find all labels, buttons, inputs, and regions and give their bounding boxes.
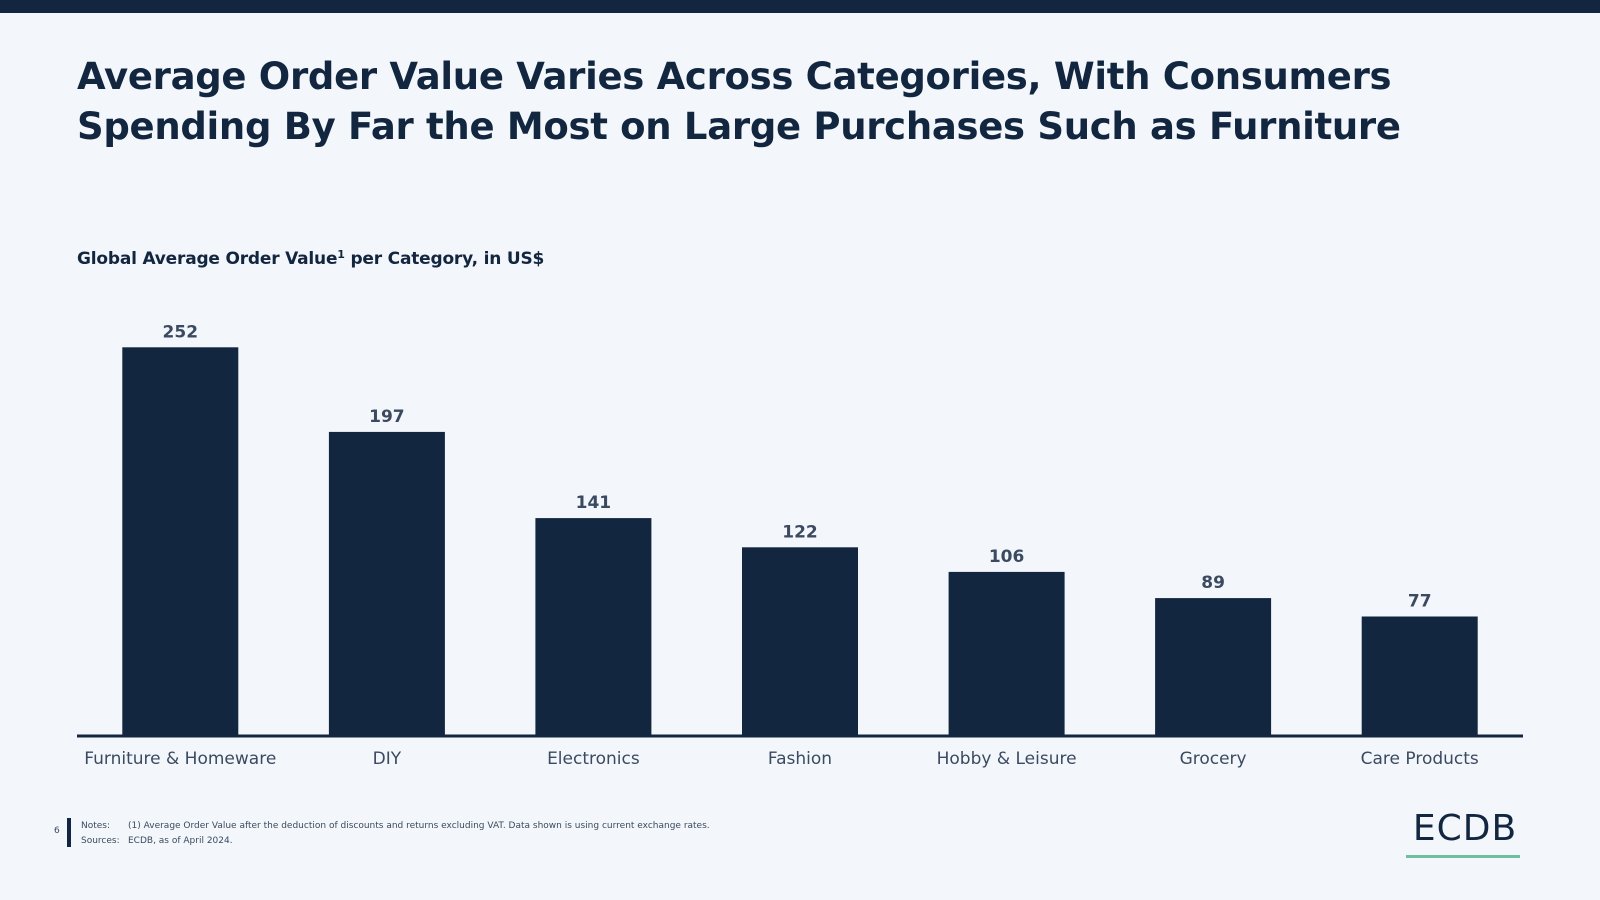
footer-divider [67,818,71,847]
category-label-6: Care Products [1361,749,1479,769]
notes-text: (1) Average Order Value after the deduct… [128,821,710,831]
category-label-4: Hobby & Leisure [937,749,1077,769]
page-title: Average Order Value Varies Across Catego… [77,55,1401,148]
ecdb-logo: ECDB [1400,809,1530,865]
data-label-6: 77 [1408,592,1432,612]
chart-title: Global Average Order Value1 per Category… [77,248,544,269]
bar-4 [948,571,1065,735]
bar-3 [742,547,858,735]
bar-2 [535,518,652,735]
logo-text: ECDB [1412,808,1518,849]
data-label-3: 122 [782,522,818,542]
notes-label: Notes: [81,821,111,831]
data-label-2: 141 [576,493,612,513]
footer-notes: Notes: (1) Average Order Value after the … [81,819,710,849]
sources-text: ECDB, as of April 2024. [128,836,233,846]
sources-label: Sources: [81,836,120,846]
chart-title-footnote-mark: 1 [337,248,345,261]
category-label-0: Furniture & Homeware [84,749,276,769]
bar-1 [328,431,445,735]
category-label-1: DIY [373,749,402,769]
data-label-4: 106 [989,547,1025,567]
category-label-3: Fashion [768,749,832,769]
chart-title-suffix: per Category, in US$ [344,249,545,269]
bar-chart: 252 Furniture & Homeware 197 DIY 141 Electron… [77,322,1523,769]
data-label-1: 197 [369,407,405,427]
chart-title-main: Global Average Order Value [77,249,338,269]
data-label-0: 252 [163,322,199,342]
category-label-5: Grocery [1180,749,1247,769]
page-number: 6 [54,826,60,836]
bar-0 [122,347,239,735]
top-accent-bar [0,0,1600,13]
bar-5 [1155,598,1272,735]
data-label-5: 89 [1201,573,1225,593]
category-label-2: Electronics [547,749,640,769]
bar-6 [1361,616,1478,735]
logo-underline [1406,855,1520,858]
